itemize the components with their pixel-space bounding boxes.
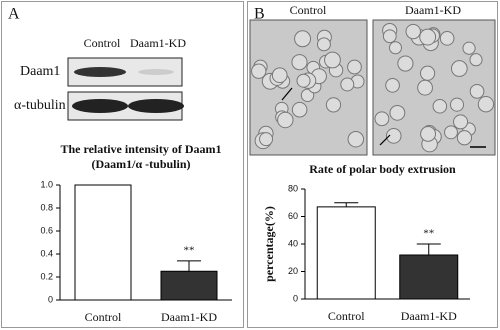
cell: [469, 53, 483, 67]
cell: [347, 131, 365, 148]
cell: [450, 60, 468, 77]
cell: [469, 84, 485, 99]
cell: [456, 130, 473, 146]
cell: [405, 23, 421, 40]
cell: [382, 29, 397, 44]
x-tick-label: Control: [328, 309, 365, 323]
cell: [374, 111, 390, 127]
bar: [74, 184, 132, 301]
chart-title: Rate of polar body extrusion: [309, 162, 456, 176]
panel-a-frame: [1, 1, 244, 328]
y-tick-label: 80: [288, 183, 298, 193]
cell: [432, 98, 448, 114]
y-tick-label: 1.0: [40, 179, 53, 189]
cell: [271, 67, 288, 84]
cell: [300, 88, 315, 103]
cell: [291, 54, 308, 71]
blot-band: [72, 99, 128, 113]
cell: [477, 96, 495, 113]
bar: [160, 270, 218, 301]
y-axis-label: percentage(%): [262, 206, 276, 282]
cell: [439, 31, 455, 46]
cell: [453, 114, 469, 130]
cell: [385, 78, 400, 93]
cell: [325, 97, 342, 113]
panel-label: A: [8, 6, 20, 23]
cell: [397, 55, 414, 72]
cell: [388, 41, 402, 55]
cell: [419, 28, 437, 46]
panel-b-frame: [247, 1, 498, 328]
blot-column: Control: [84, 36, 121, 50]
cell: [420, 65, 436, 81]
blot-row: α-tubulin: [14, 98, 66, 113]
blot-band: [74, 67, 126, 77]
cell: [340, 77, 355, 92]
cell: [420, 125, 437, 142]
bar: [316, 206, 376, 300]
cell: [251, 63, 267, 79]
blot-band: [128, 99, 184, 113]
blot-column: Daam1-KD: [130, 36, 186, 50]
x-tick-label: Daam1-KD: [401, 309, 457, 323]
y-tick-label: 0: [293, 293, 298, 303]
cell: [347, 59, 362, 75]
panel-label: B: [254, 6, 265, 23]
arrow: [379, 134, 391, 146]
chart-subtitle: (Daam1/α -tubulin): [91, 157, 190, 171]
y-tick-label: 0.6: [40, 225, 53, 235]
y-tick-label: 0.2: [40, 271, 53, 281]
image-label: Daam1-KD: [405, 3, 461, 17]
y-tick-label: 40: [288, 238, 298, 248]
bar: [399, 254, 459, 300]
chart-title: The relative intensity of Daam1: [60, 142, 221, 156]
y-tick-label: 0: [48, 294, 53, 304]
cell: [444, 125, 458, 140]
cell: [385, 128, 402, 144]
cell: [389, 104, 406, 121]
cell: [294, 30, 312, 48]
cell: [296, 73, 311, 88]
y-tick-label: 60: [288, 211, 298, 221]
blot-band: [138, 69, 174, 75]
cell: [277, 111, 294, 129]
cell: [462, 41, 476, 55]
cell: [449, 97, 465, 112]
significance: **: [184, 244, 195, 256]
cell: [291, 101, 308, 118]
significance: **: [423, 228, 434, 240]
cell: [316, 37, 331, 52]
y-tick-label: 0.4: [40, 248, 53, 258]
cell: [324, 51, 341, 69]
image-label: Control: [290, 3, 327, 17]
x-tick-label: Control: [85, 310, 122, 324]
y-tick-label: 20: [288, 266, 298, 276]
cells: [251, 22, 495, 153]
arrow: [281, 87, 293, 101]
blot-row: Daam1: [20, 64, 60, 79]
x-tick-label: Daam1-KD: [161, 310, 217, 324]
cell: [417, 79, 433, 96]
cell: [259, 132, 274, 147]
y-tick-label: 0.8: [40, 202, 53, 212]
